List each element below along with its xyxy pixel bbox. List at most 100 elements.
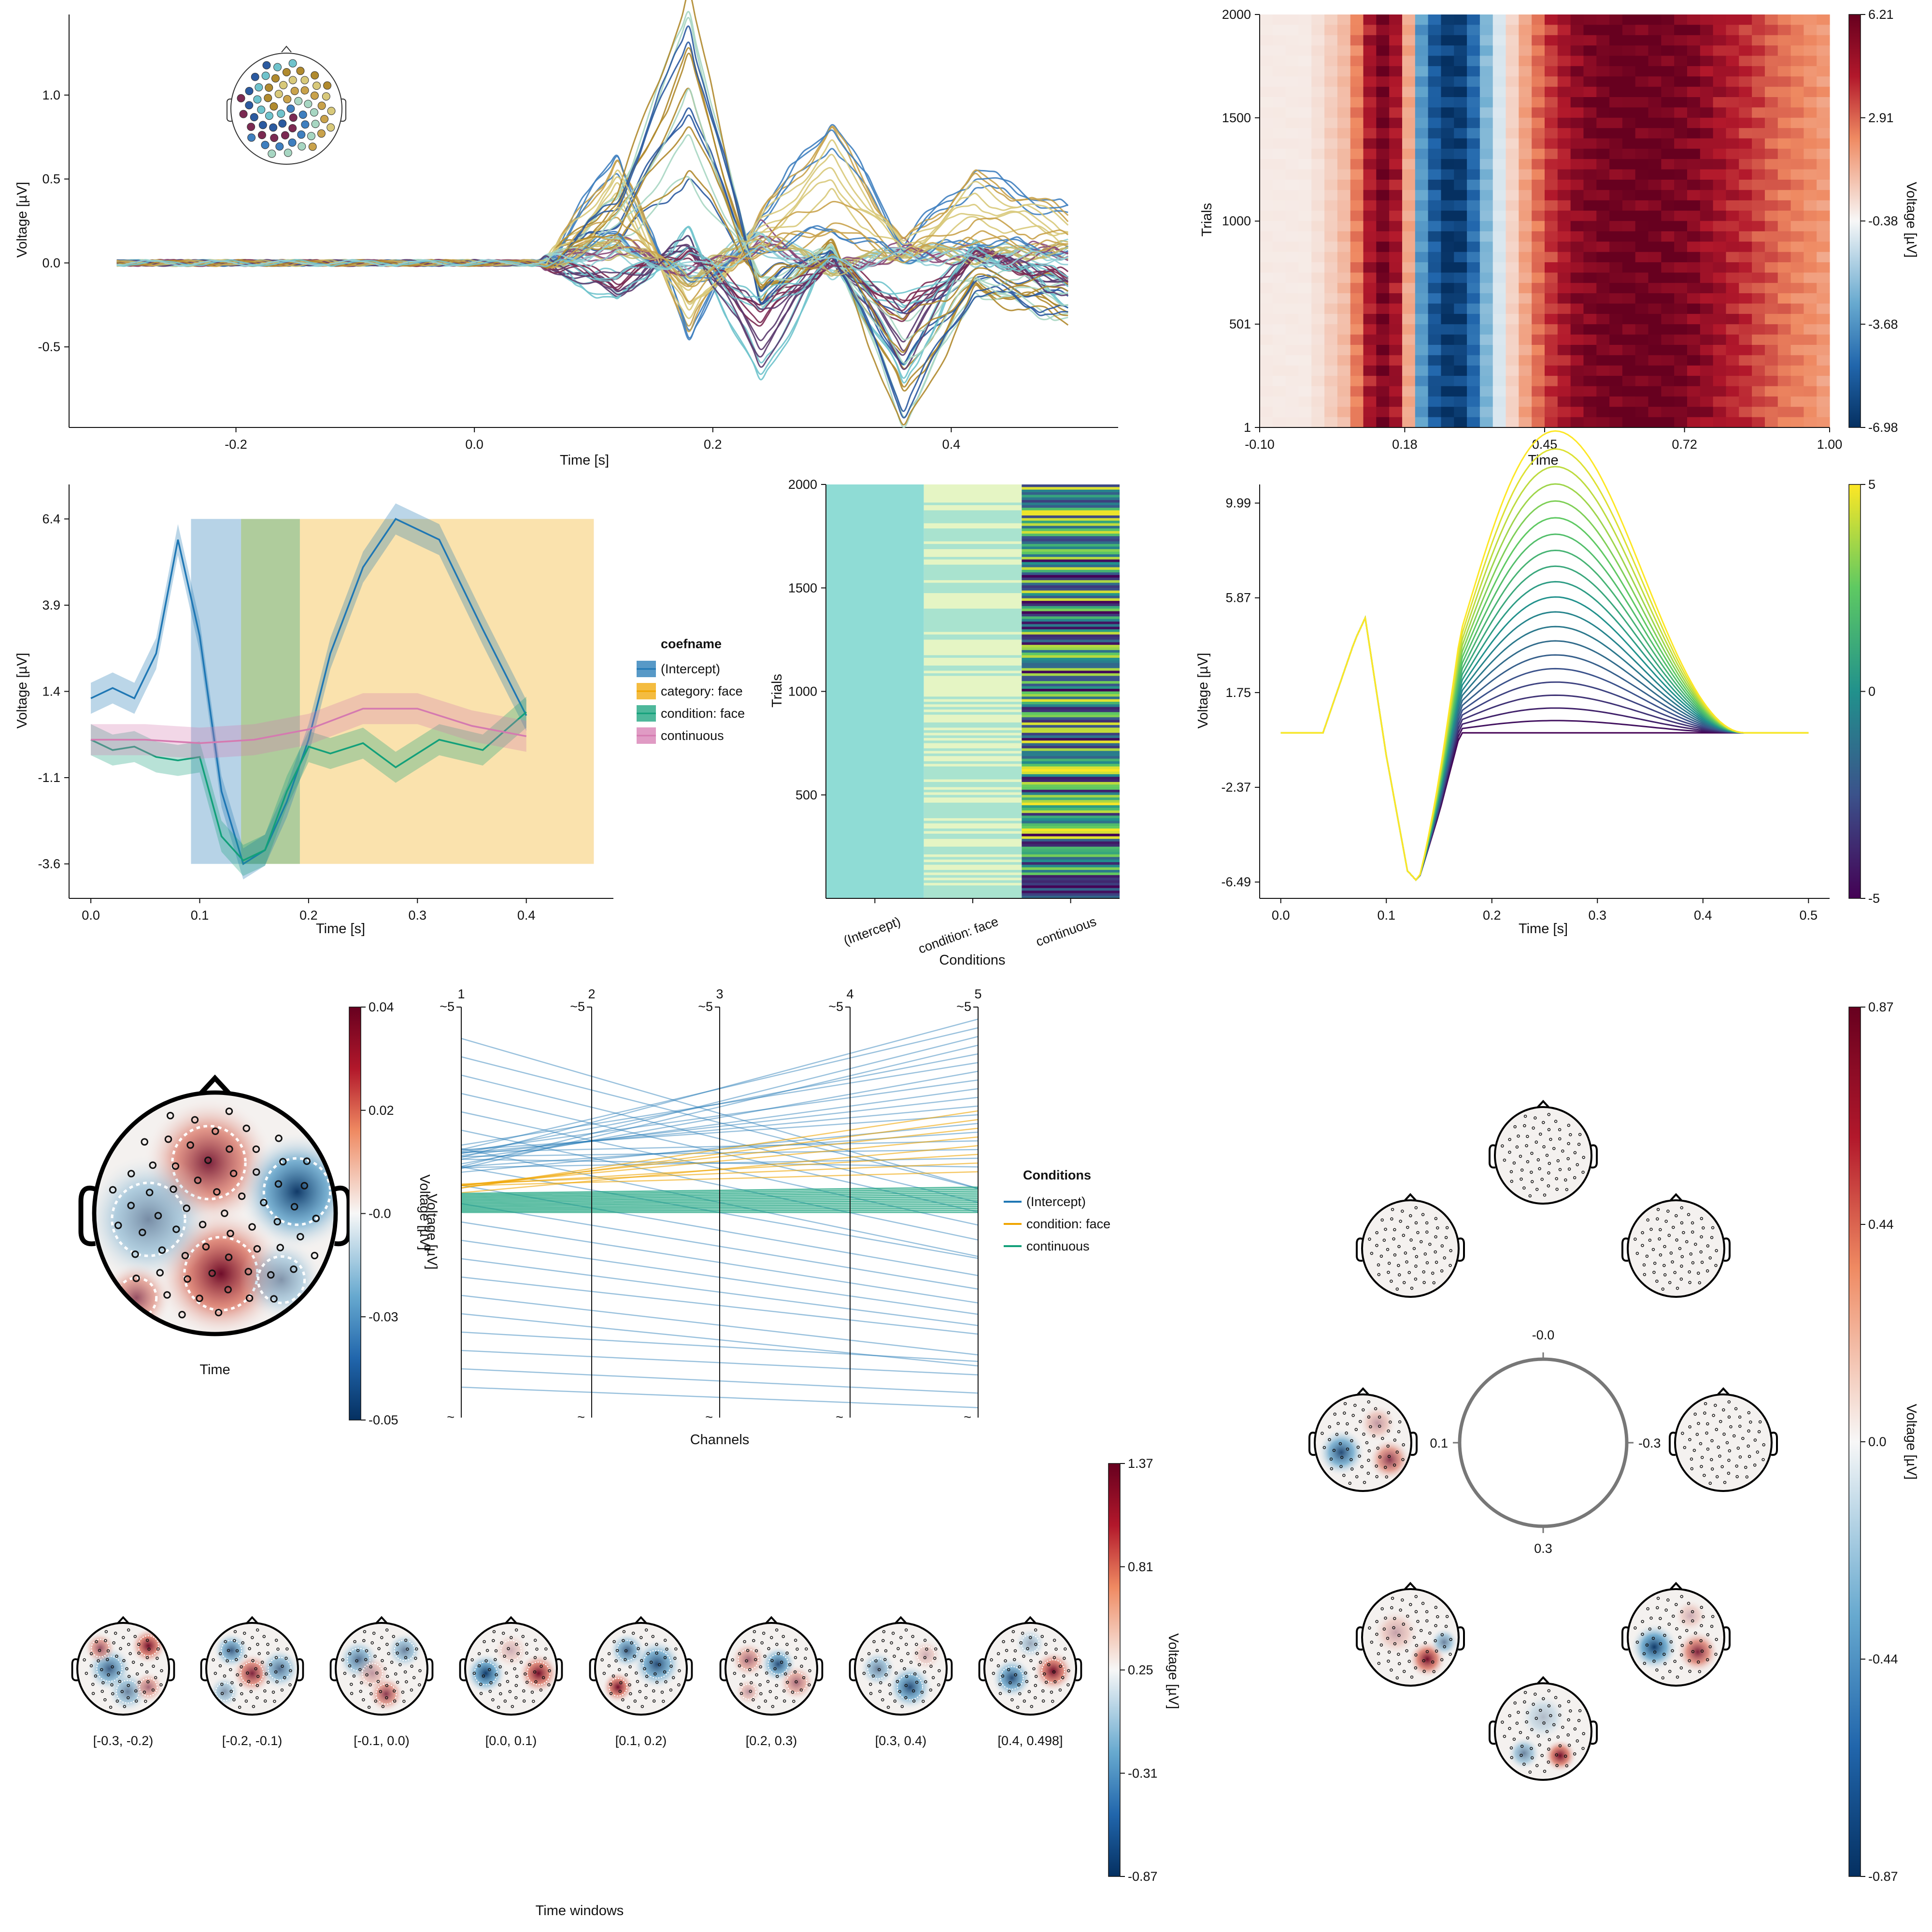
erpimage-cell (1402, 396, 1416, 407)
erpimage-cell (1687, 365, 1701, 376)
electrode-marker (1693, 1412, 1697, 1416)
erpimage-cell (1285, 407, 1299, 418)
effects-line (1280, 517, 1809, 881)
erpimage-cell (1441, 242, 1454, 253)
erpimage-cell (1260, 25, 1273, 36)
left-ear-shape (329, 1658, 337, 1681)
erpimage-cell (1726, 107, 1739, 118)
erpimage-cell (1298, 14, 1312, 25)
erpimage-cell (1506, 303, 1519, 314)
erpimage-cell (1285, 396, 1299, 407)
electrode-marker (1552, 1723, 1556, 1727)
erpimage-cell (1492, 345, 1506, 355)
erpimage-cell (1337, 211, 1351, 222)
erpimage-cell (1298, 221, 1312, 232)
erpimage-x-tick-label: 0.72 (1672, 437, 1697, 452)
erpimage-cell (1700, 283, 1714, 294)
erpimage-cell (1454, 283, 1467, 294)
erpimage-cell (1337, 45, 1351, 57)
erpimage-cell (1389, 272, 1403, 284)
erpimage-cell (1648, 355, 1662, 366)
electrode-marker (410, 1664, 413, 1668)
electrode-marker (630, 1641, 633, 1645)
electrode-dot (257, 131, 266, 140)
erpimage-cell (1726, 355, 1739, 366)
electrode-marker (1542, 1121, 1545, 1124)
electrode-marker (373, 1654, 377, 1658)
electrode-marker (1040, 1634, 1044, 1638)
erpimage-cell (1687, 35, 1701, 46)
electrode-marker (1052, 1656, 1056, 1660)
electrode-marker (1063, 1657, 1066, 1660)
electrode-marker (933, 1657, 937, 1660)
erpimage-cell (1635, 25, 1649, 36)
designmatrix-cell (923, 880, 1022, 883)
erpimage-cell (1817, 313, 1830, 325)
erpimage-cell (1454, 66, 1467, 77)
electrode-marker (507, 1647, 510, 1650)
erpimage-cell (1700, 252, 1714, 263)
designmatrix-cell (923, 725, 1022, 728)
erpimage-cell (1532, 355, 1545, 366)
designmatrix-cell (1022, 818, 1120, 821)
nose-shape (1024, 1616, 1037, 1624)
electrode-marker (1680, 1255, 1684, 1258)
erpimage-x-tick-label: 1.00 (1817, 437, 1843, 452)
electrode-marker (1356, 1446, 1360, 1449)
erpimage-cell (1661, 293, 1675, 304)
erpimage-cell (1479, 355, 1493, 366)
erpimage-cell (1272, 334, 1286, 345)
left-ear-shape (589, 1658, 596, 1681)
electrode-dot (265, 112, 273, 120)
designmatrix-cell (923, 849, 1022, 852)
erpimage-cell (1687, 128, 1701, 139)
erpimage-cell (1506, 86, 1519, 98)
electrode-dot (284, 148, 292, 157)
erpimage-cell (1337, 56, 1351, 67)
designmatrix-cell (1022, 838, 1120, 842)
erpimage-cell (1583, 386, 1597, 397)
erpimage-cell (1376, 324, 1390, 335)
erpimage-cell (1583, 231, 1597, 242)
electrode-marker (889, 1692, 892, 1695)
erpimage-cell (1298, 242, 1312, 253)
designmatrix-cell (923, 541, 1022, 544)
designmatrix-cell (1022, 771, 1120, 775)
erpimage-cell (1272, 86, 1286, 98)
electrode-marker (615, 1648, 619, 1652)
erpimage-cell (1764, 293, 1778, 304)
erpimage-cell (1596, 200, 1610, 211)
erpimage-cell (1376, 128, 1390, 139)
designmatrix-cell (1022, 720, 1120, 723)
electrode-marker (768, 1690, 772, 1693)
erpimage-cell (1428, 128, 1442, 139)
erpimage-colorbar-tick-label: -6.98 (1868, 420, 1898, 435)
electrode-marker (1380, 1607, 1384, 1611)
electrode-marker (624, 1649, 628, 1653)
erpimage-cell (1337, 138, 1351, 149)
electrode-marker (548, 1669, 551, 1673)
erpimage-cell (1752, 283, 1765, 294)
erpimage-cell (1764, 355, 1778, 366)
erpimage-cell (1687, 345, 1701, 355)
electrode-marker (494, 1658, 497, 1662)
erpimage-cell (1739, 56, 1752, 67)
erpimage-cell (1415, 324, 1429, 335)
erpimage-cell (1609, 56, 1623, 67)
erpimage-cell (1609, 376, 1623, 387)
erpimage-cell (1687, 386, 1701, 397)
designmatrix-cell (1022, 510, 1120, 513)
electrode-marker (242, 1632, 246, 1635)
erpimage-cell (1402, 407, 1416, 418)
scalp-potential-region (493, 1632, 529, 1669)
electrode-marker (221, 1209, 228, 1217)
erpimage-cell (1311, 407, 1325, 418)
toposeries-window-label: [-0.2, -0.1) (222, 1733, 283, 1748)
erpimage-cell (1622, 345, 1636, 355)
erpimage-cell (1804, 396, 1817, 407)
electrode-dot (281, 131, 289, 140)
electrode-marker (673, 1657, 677, 1660)
erpimage-cell (1752, 169, 1765, 180)
electrode-marker (380, 1636, 384, 1639)
toposeries-window-label: [0.1, 0.2) (615, 1733, 667, 1748)
